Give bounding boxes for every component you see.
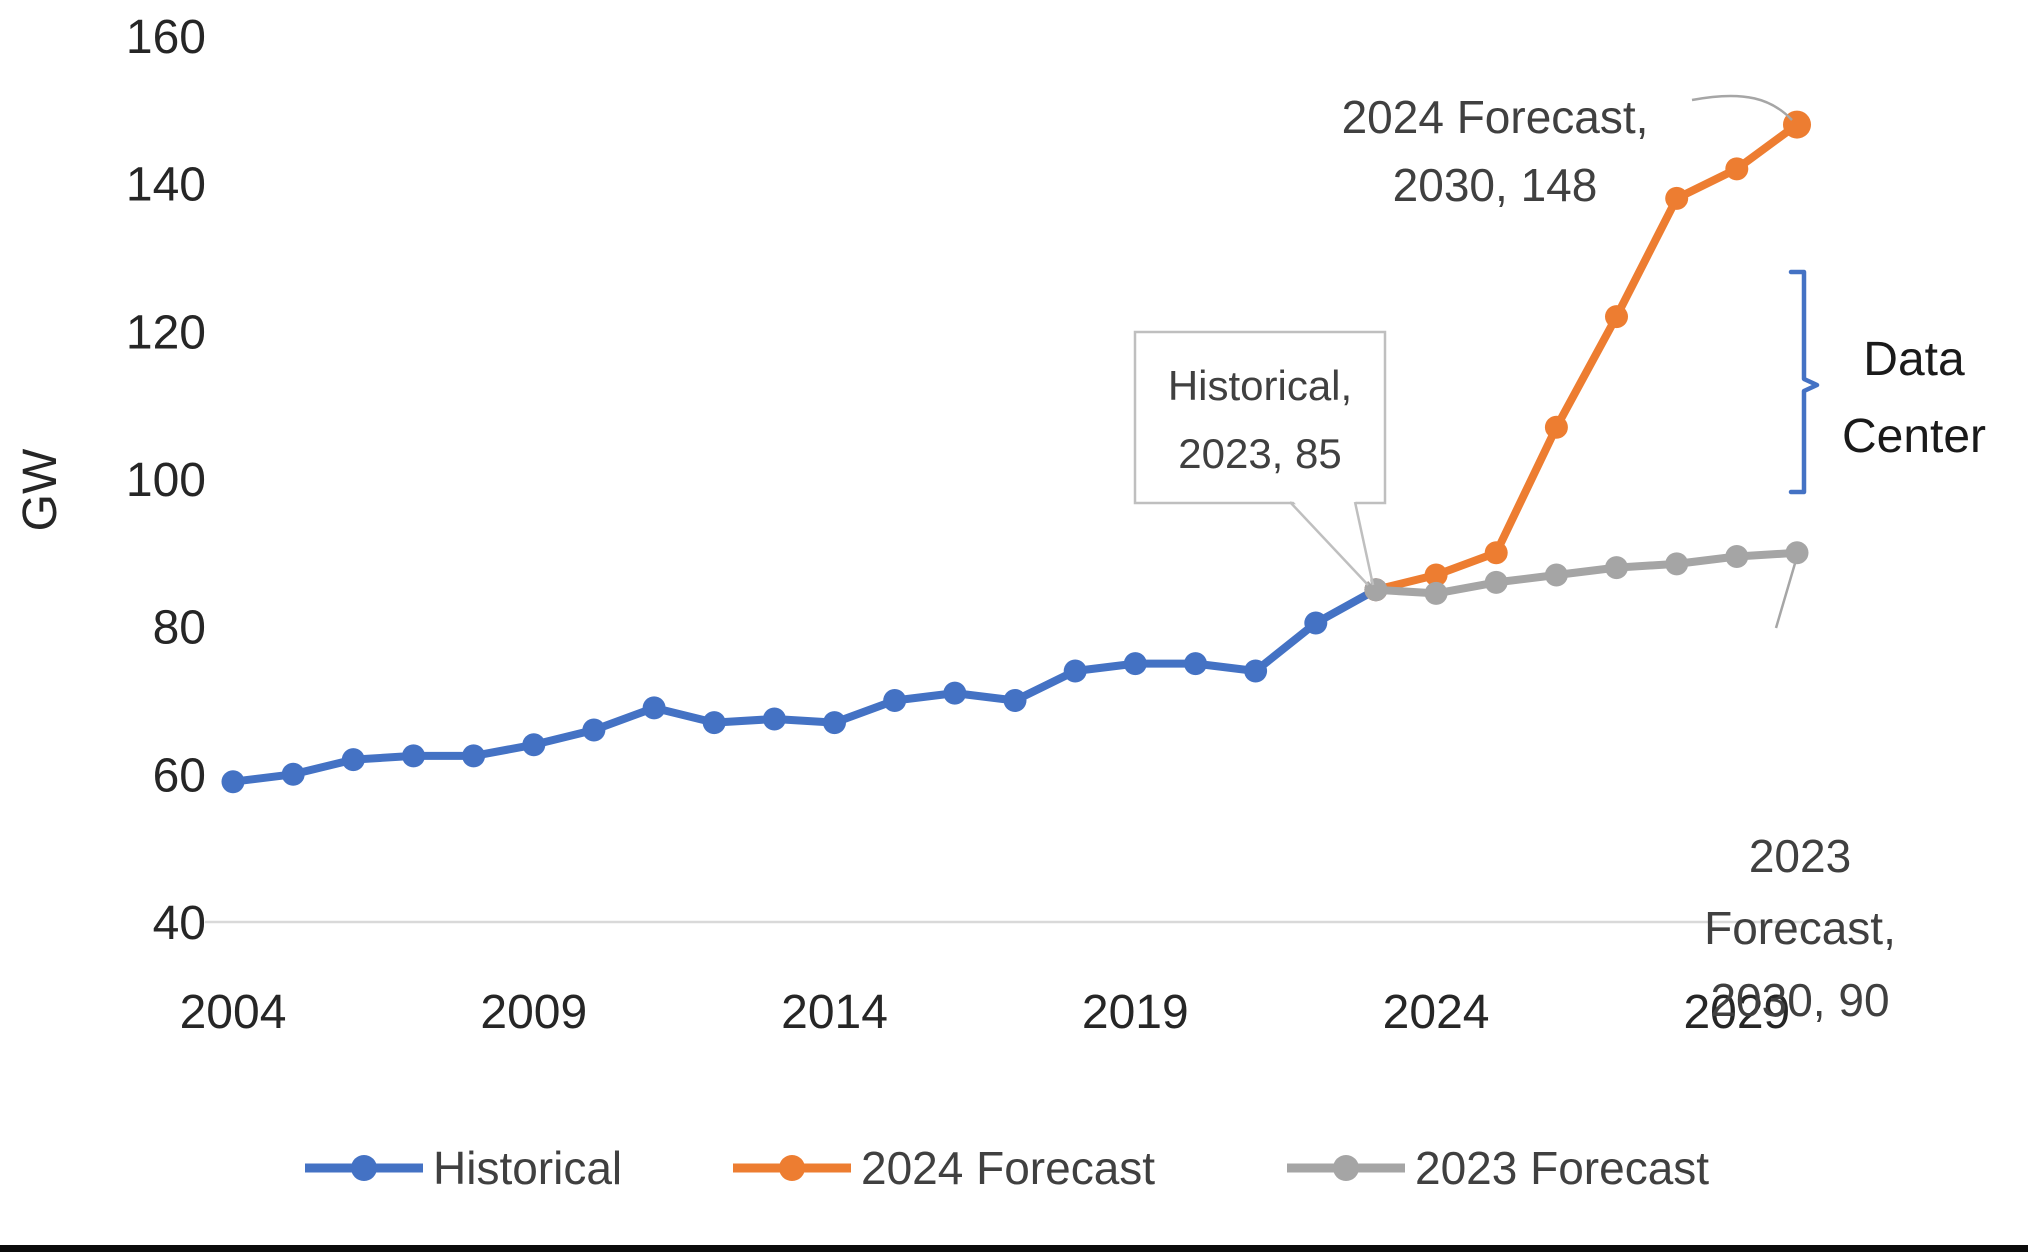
- legend-item-2024-forecast: 2024 Forecast: [733, 1142, 1155, 1194]
- legend-marker-dot: [1333, 1155, 1359, 1181]
- x-tick-label: 2004: [180, 986, 287, 1039]
- x-tick-label: 2024: [1383, 986, 1490, 1039]
- data-point: [1785, 541, 1809, 565]
- x-tick-label: 2019: [1082, 986, 1189, 1039]
- legend-item-historical: Historical: [305, 1142, 622, 1194]
- annotation-data-center-line2: Center: [1842, 410, 1986, 463]
- y-tick-label: 120: [126, 306, 206, 359]
- annotation-2024-forecast-line1: 2024 Forecast,: [1342, 91, 1649, 143]
- data-point: [1424, 563, 1448, 587]
- y-axis-title: GW: [14, 448, 67, 531]
- legend-marker-dot: [779, 1155, 805, 1181]
- annotation-historical-line1: Historical,: [1168, 362, 1352, 409]
- series-historical: [221, 578, 1388, 794]
- leader-line-2023-forecast: [1774, 559, 1798, 629]
- data-point: [1003, 689, 1027, 712]
- annotation-historical-line2: 2023, 85: [1178, 430, 1342, 477]
- data-point: [582, 718, 606, 742]
- annotation-2024-forecast: 2024 Forecast, 2030, 148: [1342, 91, 1793, 211]
- annotation-2024-forecast-line2: 2030, 148: [1393, 159, 1598, 211]
- legend-item-2023-forecast: 2023 Forecast: [1287, 1142, 1709, 1194]
- legend: Historical 2024 Forecast 2023 Forecast: [305, 1142, 1709, 1194]
- data-point: [1725, 545, 1749, 568]
- y-tick-label: 140: [126, 159, 206, 212]
- series-2023-forecast: [1364, 541, 1809, 605]
- x-tick-label: 2009: [480, 986, 587, 1039]
- data-point: [1484, 570, 1508, 594]
- data-point: [1184, 652, 1207, 676]
- data-point: [221, 770, 245, 794]
- annotation-2023-forecast-line1: 2023: [1749, 830, 1851, 882]
- data-point: [462, 744, 486, 768]
- callout-pointer-right: [1353, 501, 1375, 586]
- leader-line-2024-forecast: [1691, 94, 1793, 121]
- callout-notch: [1290, 498, 1371, 584]
- legend-label: 2024 Forecast: [861, 1142, 1155, 1194]
- data-point: [883, 689, 907, 712]
- data-point: [702, 711, 726, 735]
- data-point: [1665, 552, 1689, 576]
- bottom-bar: [0, 1245, 2028, 1252]
- y-tick-label: 100: [126, 454, 206, 507]
- data-point: [1304, 611, 1328, 635]
- data-point: [1484, 541, 1508, 565]
- legend-marker-dot: [351, 1155, 377, 1181]
- data-point: [943, 681, 967, 705]
- data-point: [823, 711, 846, 735]
- data-point: [522, 733, 546, 757]
- data-point: [1063, 659, 1087, 683]
- annotation-historical-callout: Historical, 2023, 85: [1133, 330, 1387, 586]
- series-group: [221, 110, 1811, 794]
- callout-pointer-left: [1289, 501, 1369, 586]
- data-point: [1605, 556, 1628, 580]
- data-point: [1665, 186, 1689, 210]
- data-point: [281, 762, 305, 786]
- data-point: [642, 696, 666, 720]
- annotation-data-center: Data Center: [1788, 269, 1986, 495]
- legend-label: 2023 Forecast: [1415, 1142, 1709, 1194]
- data-point: [402, 744, 425, 768]
- data-point: [1725, 157, 1749, 181]
- data-point: [1605, 305, 1628, 329]
- data-point: [341, 748, 365, 772]
- annotation-data-center-line1: Data: [1863, 333, 1965, 386]
- annotation-2023-forecast: 2023 Forecast, 2030, 90: [1704, 559, 1896, 1026]
- y-axis-ticks: 160 140 120 100 80 60 40: [126, 11, 206, 950]
- data-point: [1244, 659, 1268, 683]
- data-point: [1364, 578, 1388, 602]
- data-point: [1123, 652, 1147, 676]
- x-tick-label: 2014: [781, 986, 888, 1039]
- y-tick-label: 40: [153, 897, 206, 950]
- data-point: [762, 707, 786, 731]
- data-point: [1424, 581, 1448, 605]
- callout-box: [1133, 330, 1387, 505]
- data-point: [1544, 415, 1568, 439]
- y-tick-label: 160: [126, 11, 206, 64]
- data-point: [1544, 563, 1568, 587]
- data-center-bracket: [1788, 269, 1820, 495]
- annotation-2023-forecast-line3: 2030, 90: [1710, 974, 1889, 1026]
- x-tick-label: 2029: [1683, 986, 1790, 1039]
- y-tick-label: 60: [153, 749, 206, 802]
- y-tick-label: 80: [153, 602, 206, 655]
- annotation-2023-forecast-line2: Forecast,: [1704, 902, 1896, 954]
- series-2024-forecast: [1364, 110, 1811, 602]
- x-axis-ticks: 2004 2009 2014 2019 2024 2029: [180, 986, 1791, 1039]
- legend-label: Historical: [433, 1142, 622, 1194]
